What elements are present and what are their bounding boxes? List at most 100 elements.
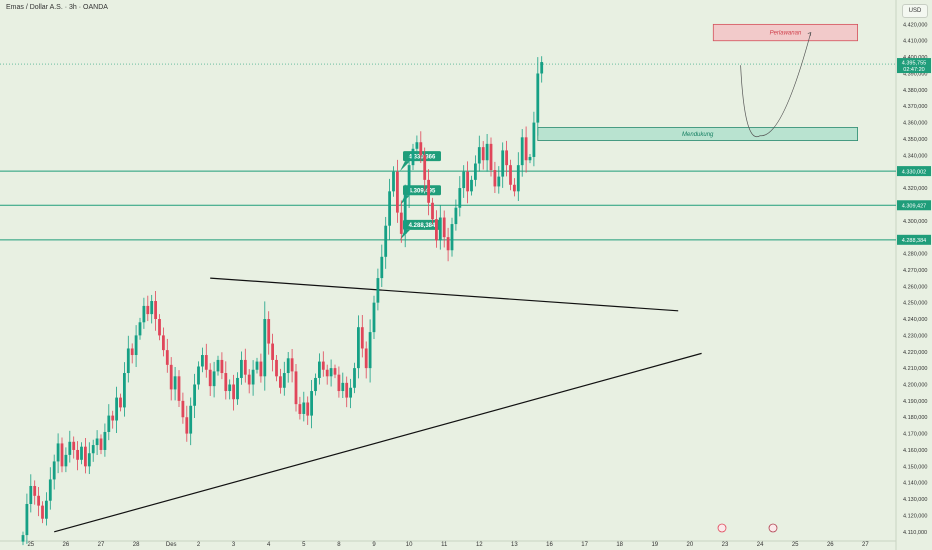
y-tick-label: 4.380,000: [903, 88, 927, 94]
current-price-value: 4.395,755: [902, 61, 926, 67]
lower-trendline: [54, 352, 702, 533]
candle-body: [247, 374, 251, 385]
currency-button[interactable]: USD: [902, 4, 928, 18]
candle-body: [208, 369, 212, 387]
y-tick-label: 4.360,000: [903, 121, 927, 127]
candle-body: [263, 319, 267, 377]
economic-event-marker: [717, 523, 727, 533]
y-tick-label: 4.370,000: [903, 104, 927, 110]
x-tick-label: 17: [581, 542, 588, 548]
candle-body: [516, 165, 520, 192]
candle-body: [388, 191, 391, 226]
y-tick-label: 4.390,000: [903, 71, 927, 77]
candle-body: [91, 445, 95, 454]
candle-body: [353, 368, 356, 388]
candle-body: [314, 377, 317, 392]
x-tick-label: 20: [687, 542, 694, 548]
candle-body: [162, 335, 165, 351]
candle-body: [536, 73, 540, 123]
y-tick-label: 4.110,000: [903, 530, 927, 536]
candle-body: [115, 397, 118, 421]
candle-body: [103, 431, 107, 450]
y-tick-label: 4.410,000: [903, 39, 927, 45]
candle-body: [201, 355, 204, 367]
candle-body: [21, 535, 25, 542]
candle-body: [123, 373, 126, 408]
candle-body: [392, 171, 395, 192]
candle-body: [243, 359, 247, 375]
projection-arrowhead: [807, 32, 812, 37]
candle-body: [520, 137, 524, 166]
x-tick-label: 4: [267, 542, 271, 548]
candle-body: [446, 237, 450, 251]
candle-body: [84, 446, 87, 467]
candle-body: [216, 359, 220, 372]
y-tick-label: 4.320,000: [903, 186, 927, 192]
candle-body: [138, 322, 142, 336]
x-tick-label: 12: [476, 542, 483, 548]
candle-body: [169, 364, 173, 390]
x-tick-label: 28: [133, 542, 140, 548]
x-tick-label: 18: [616, 542, 623, 548]
candle-body: [185, 417, 189, 434]
x-tick-label: 3: [232, 542, 236, 548]
candle-body: [528, 156, 532, 161]
candle-body: [462, 171, 466, 189]
candle-body: [485, 143, 489, 161]
candle-body: [255, 361, 259, 370]
level-3-value: 4.288,384: [409, 223, 436, 229]
candle-body: [126, 348, 130, 374]
candle-body: [466, 171, 469, 192]
level-2-axis-tag: [897, 200, 931, 211]
candle-body: [286, 358, 290, 374]
x-tick-label: 27: [862, 542, 869, 548]
candle-body: [130, 348, 134, 356]
candle-body: [438, 217, 442, 241]
candle-body: [380, 256, 384, 279]
y-tick-label: 4.250,000: [903, 301, 927, 307]
y-tick-label: 4.170,000: [903, 432, 927, 438]
candle-body: [251, 369, 255, 385]
candle-body: [259, 361, 263, 377]
x-tick-label: 10: [406, 542, 413, 548]
x-tick-label: 16: [546, 542, 553, 548]
y-tick-label: 4.420,000: [903, 22, 927, 28]
candle-body: [403, 194, 407, 234]
candle-body: [489, 143, 493, 171]
level-1-axis-value: 4.330,002: [902, 169, 926, 175]
candle-body: [165, 350, 169, 365]
candle-body: [232, 384, 235, 400]
candle-body: [294, 371, 298, 405]
candle-body: [349, 387, 352, 398]
candle-body: [423, 155, 427, 180]
candle-body: [509, 165, 512, 185]
candle-body: [41, 505, 44, 519]
y-tick-label: 4.160,000: [903, 448, 927, 454]
candle-body: [197, 366, 200, 385]
x-tick-label: 9: [372, 542, 376, 548]
y-tick-label: 4.340,000: [903, 153, 927, 159]
candle-body: [282, 373, 286, 388]
candle-body: [72, 441, 76, 450]
candle-body: [228, 384, 232, 392]
y-tick-label: 4.280,000: [903, 252, 927, 258]
candle-body: [52, 461, 56, 480]
candle-body: [419, 142, 423, 156]
x-tick-label: 19: [651, 542, 658, 548]
candle-body: [302, 402, 306, 414]
x-tick-label: 25: [27, 542, 34, 548]
candle-body: [333, 368, 337, 375]
current-price-countdown: 02:47:20: [903, 67, 924, 73]
candle-body: [376, 278, 380, 303]
candle-body: [37, 495, 40, 506]
candle-body: [372, 302, 376, 333]
candle-body: [368, 332, 372, 369]
candle-body: [481, 147, 485, 161]
x-tick-label: Des: [166, 542, 177, 548]
candle-body: [111, 415, 115, 421]
candle-body: [33, 485, 37, 496]
candle-body: [399, 212, 403, 234]
x-tick-label: 24: [757, 542, 764, 548]
candle-body: [477, 147, 481, 164]
